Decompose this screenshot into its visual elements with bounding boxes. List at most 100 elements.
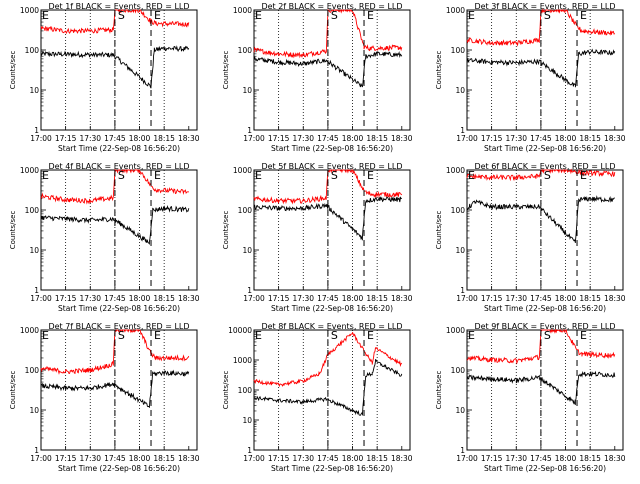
x-tick-label: 17:30 [79,294,101,303]
chart-panel-9: Det 9f BLACK = Events, RED = LLD 17:00 17:… [435,322,626,473]
events-series-line [40,205,190,245]
y-tick-label: 1000 [446,326,465,335]
x-tick-label: 18:00 [555,454,577,463]
x-tick-label: 17:30 [505,454,527,463]
x-tick-label: 18:30 [604,454,626,463]
x-tick-label: 17:45 [530,134,552,143]
y-tick-label: 1000 [20,6,39,15]
x-tick-label: 18:30 [178,454,200,463]
x-tick-label: 18:15 [366,134,388,143]
plot-frame [253,169,411,291]
y-tick-label: 100 [451,46,466,55]
chart-title: Det 3f BLACK = Events, RED = LLD [474,2,615,11]
plot-frame [466,169,624,291]
x-tick-label: 18:00 [129,454,151,463]
chart-title: Det 1f BLACK = Events, RED = LLD [48,2,189,11]
x-tick-label: 17:15 [268,134,290,143]
interval-marker-label: E [154,9,161,22]
interval-marker-label: E [367,169,374,182]
y-tick-label: 1000 [20,326,39,335]
y-axis-label: Counts/sec [435,51,443,90]
y-axis-label: Counts/sec [222,371,230,410]
chart-title: Det 6f BLACK = Events, RED = LLD [474,162,615,171]
x-tick-label: 18:15 [153,134,175,143]
x-tick-label: 18:00 [129,134,151,143]
interval-marker-label: S [118,329,125,342]
y-tick-label: 1000 [233,356,252,365]
x-tick-label: 18:30 [391,454,413,463]
x-tick-label: 17:00 [243,134,265,143]
x-tick-label: 17:45 [104,134,126,143]
interval-marker-label: E [580,329,587,342]
x-tick-label: 18:30 [178,134,200,143]
plot-frame [466,329,624,451]
y-axis-label: Counts/sec [9,211,17,250]
x-tick-label: 17:00 [30,294,52,303]
x-tick-label: 17:15 [268,454,290,463]
y-tick-label: 10 [242,246,252,255]
interval-marker-label: E [255,329,262,342]
interval-marker-label: E [255,9,262,22]
interval-marker-label: S [118,169,125,182]
interval-marker-label: E [468,9,475,22]
interval-marker-label: S [544,329,551,342]
y-axis-label: Counts/sec [222,211,230,250]
x-tick-label: 18:15 [153,294,175,303]
x-tick-label: 18:00 [129,294,151,303]
x-tick-label: 17:00 [243,294,265,303]
x-tick-label: 17:00 [30,134,52,143]
x-tick-label: 17:30 [505,134,527,143]
x-axis-label: Start Time (22-Sep-08 16:56:20) [271,464,393,473]
interval-marker-label: E [154,169,161,182]
x-tick-label: 17:30 [505,294,527,303]
y-tick-label: 1 [247,286,252,295]
y-tick-label: 1000 [446,166,465,175]
events-series-line [40,45,190,89]
events-series-line [253,358,403,416]
chart-title: Det 2f BLACK = Events, RED = LLD [261,2,402,11]
y-tick-label: 100 [25,366,40,375]
chart-title: Det 9f BLACK = Events, RED = LLD [474,322,615,331]
events-series-line [253,195,402,241]
x-axis-label: Start Time (22-Sep-08 16:56:20) [271,304,393,313]
chart-panel-4: Det 4f BLACK = Events, RED = LLD 17:00 17:… [9,162,200,313]
x-tick-label: 17:00 [456,454,478,463]
chart-panel-1: Det 1f BLACK = Events, RED = LLD 17:00 17:… [9,2,200,153]
chart-title: Det 4f BLACK = Events, RED = LLD [48,162,189,171]
chart-panel-6: Det 6f BLACK = Events, RED = LLD 17:00 17:… [435,162,626,313]
x-tick-label: 17:45 [104,454,126,463]
y-tick-label: 10 [29,246,39,255]
interval-marker-label: E [42,9,49,22]
x-tick-label: 18:00 [555,134,577,143]
interval-marker-label: S [331,9,338,22]
x-tick-label: 17:45 [317,454,339,463]
y-tick-label: 1 [460,446,465,455]
y-tick-label: 1 [34,286,39,295]
interval-marker-label: S [118,9,125,22]
x-tick-label: 18:15 [366,454,388,463]
events-series-line [466,370,616,406]
x-axis-label: Start Time (22-Sep-08 16:56:20) [484,464,606,473]
x-tick-label: 18:30 [391,294,413,303]
y-tick-label: 100 [25,46,40,55]
x-tick-label: 18:15 [366,294,388,303]
chart-panel-2: Det 2f BLACK = Events, RED = LLD 17:00 17:… [222,2,413,153]
interval-marker-label: E [580,169,587,182]
x-axis-label: Start Time (22-Sep-08 16:56:20) [58,304,180,313]
x-tick-label: 18:15 [153,454,175,463]
x-tick-label: 17:00 [456,294,478,303]
x-tick-label: 17:30 [79,134,101,143]
plot-frame [40,169,198,291]
y-axis-label: Counts/sec [9,51,17,90]
x-tick-label: 18:00 [342,294,364,303]
x-tick-label: 18:00 [342,134,364,143]
y-tick-label: 10 [455,406,465,415]
x-tick-label: 17:15 [55,454,77,463]
interval-marker-label: E [255,169,262,182]
x-tick-label: 17:45 [530,454,552,463]
interval-marker-label: S [331,329,338,342]
y-tick-label: 10000 [228,326,252,335]
x-tick-label: 18:15 [579,134,601,143]
